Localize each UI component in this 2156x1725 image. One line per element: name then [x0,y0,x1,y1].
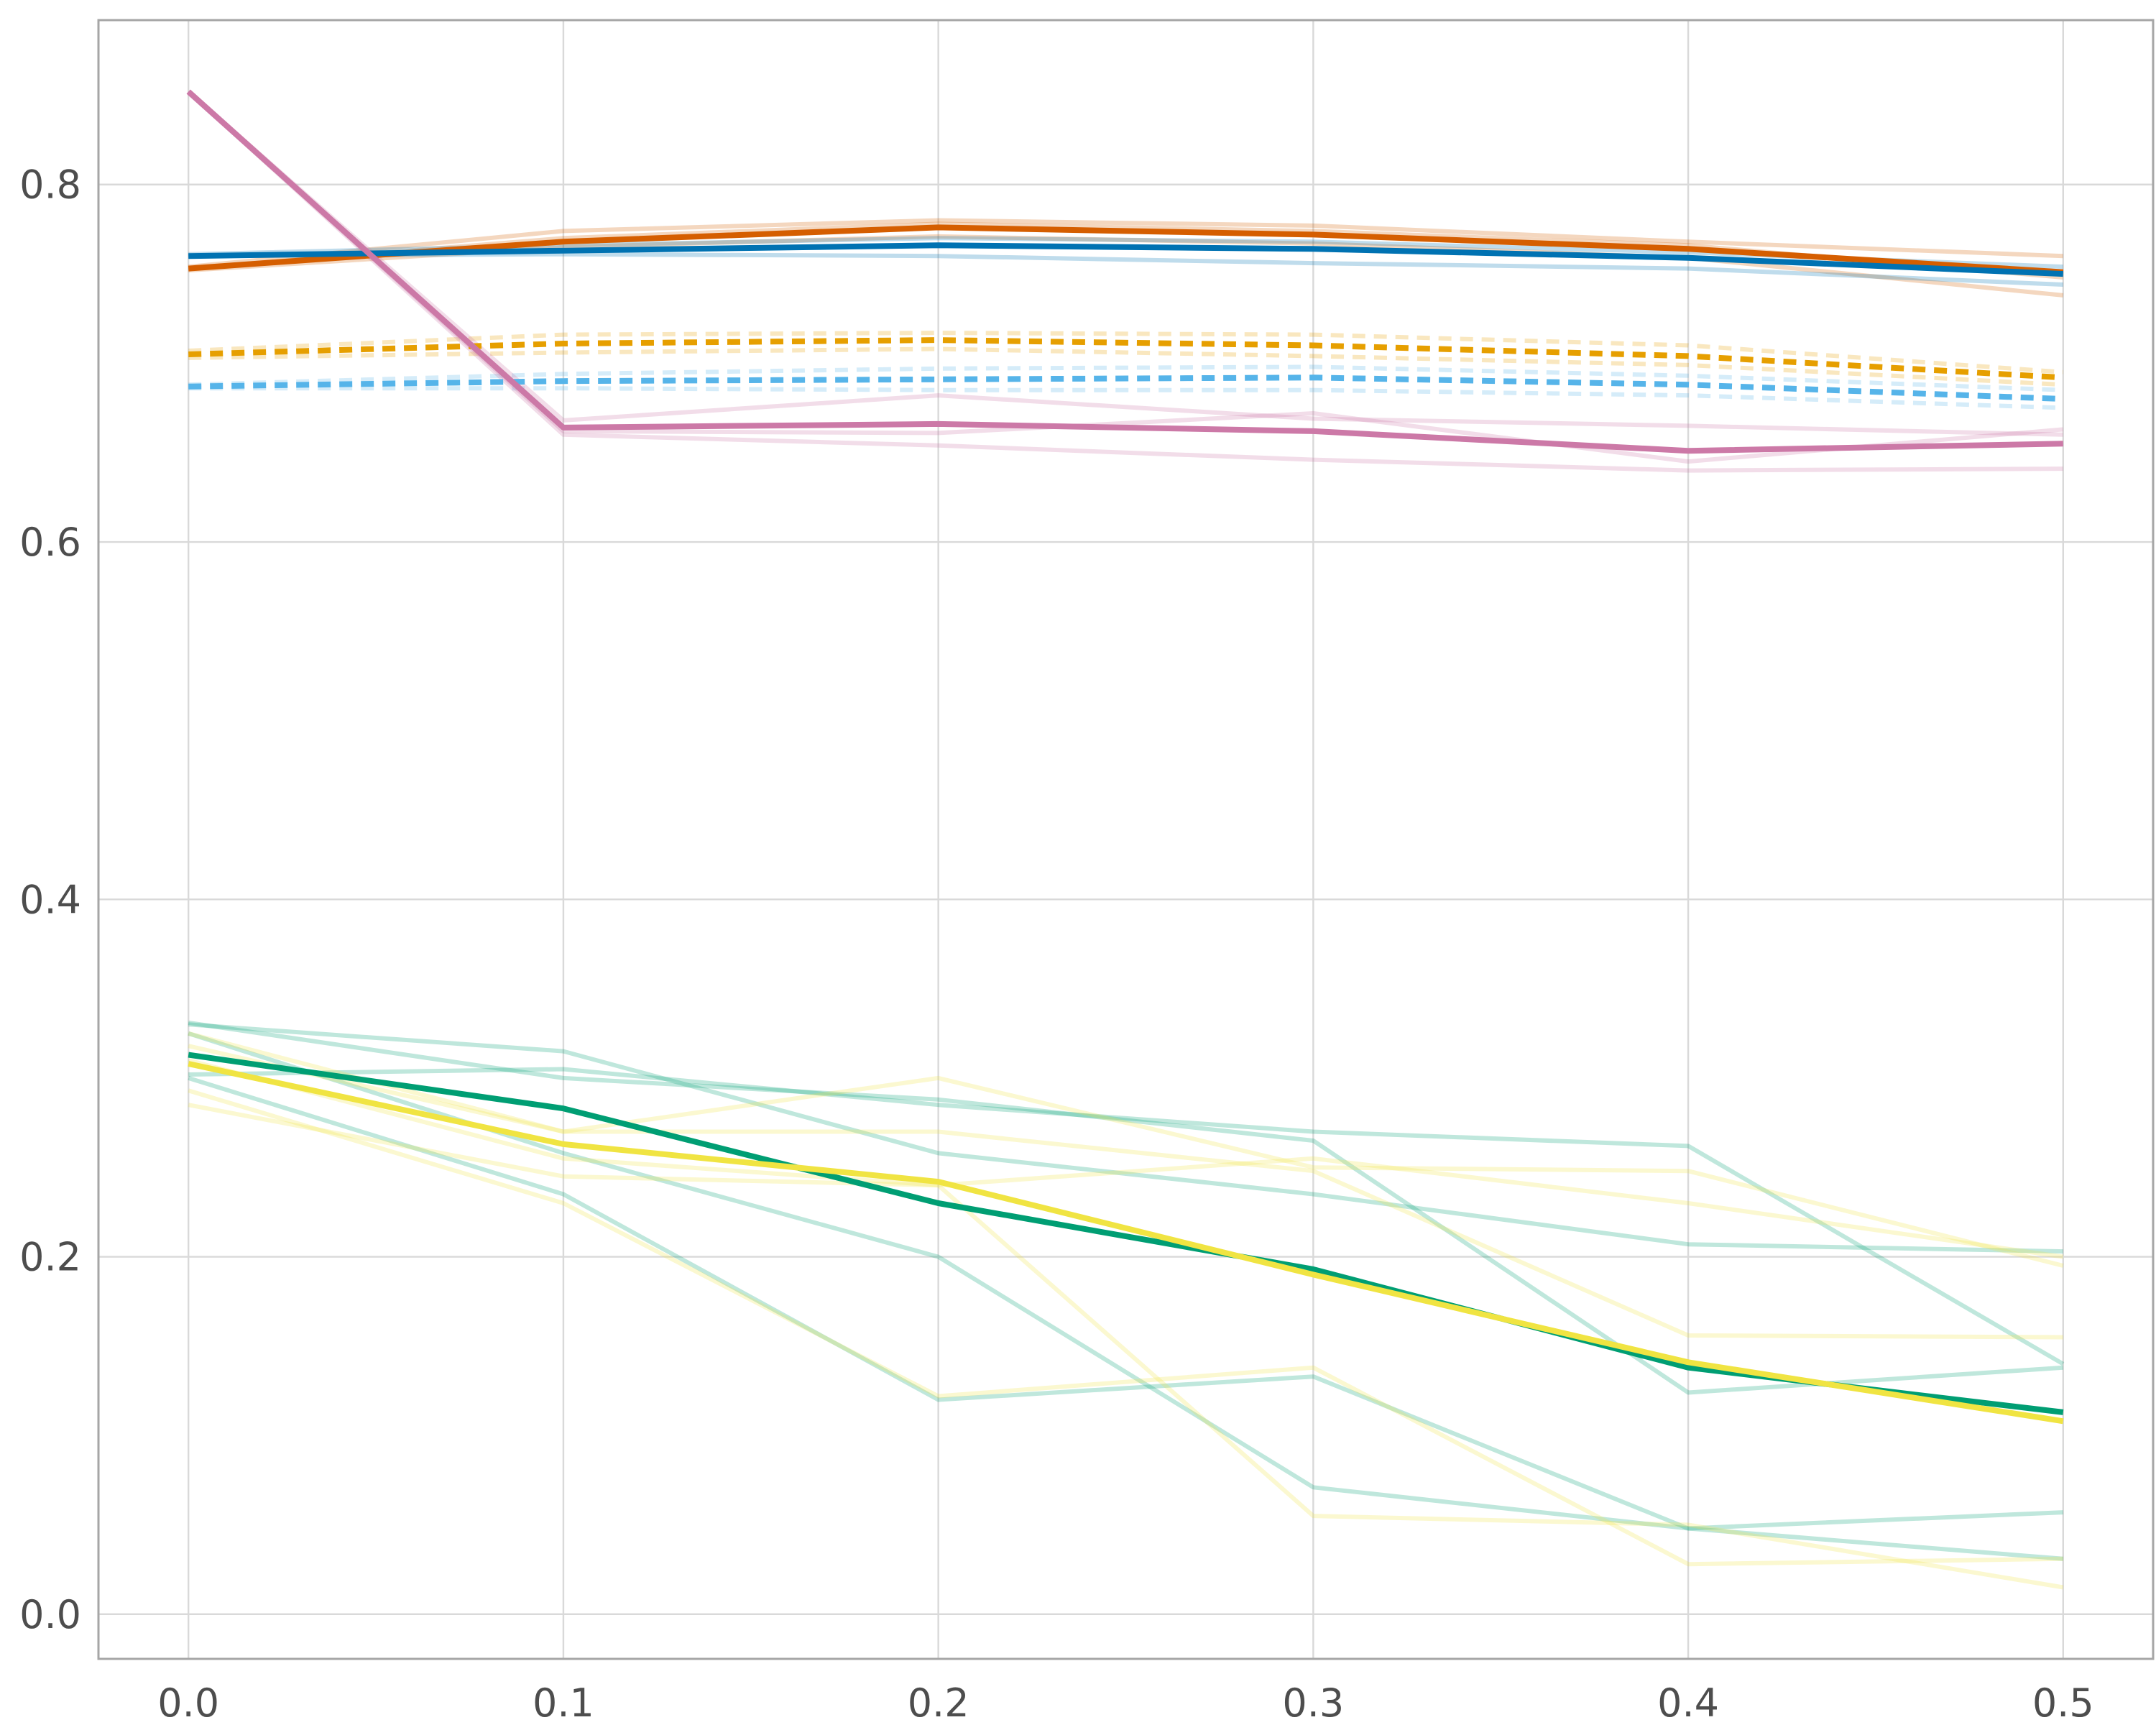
series-line-mean-13 [186,89,2063,454]
series-line-replicate-15 [187,90,2063,473]
series-line-replicate-9 [188,346,2063,387]
x-tick-label-2: 0.2 [908,1680,969,1725]
series-line-replicate-26 [188,1103,2064,1590]
y-tick-label-2: 0.4 [19,877,81,922]
series-line-replicate-22 [188,1020,2063,1395]
x-axis-tick-labels: 0.0 0.1 0.2 0.3 0.4 0.5 [157,1680,2093,1725]
series-line-replicate-24 [188,1031,2064,1268]
x-tick-label-0: 0.0 [157,1680,219,1725]
y-tick-label-1: 0.2 [19,1235,81,1280]
series-line-mean-10 [188,374,2063,402]
series-line-mean-4 [188,242,2063,277]
series-line-mean-0 [188,224,2064,275]
series-line-replicate-11 [188,364,2063,392]
y-tick-label-0: 0.0 [19,1592,81,1637]
series-line-replicate-20 [188,1076,2063,1531]
y-tick-label-3: 0.6 [19,520,81,565]
series-line-replicate-8 [188,331,2064,374]
series-line-replicate-25 [188,1088,2063,1567]
series-line-replicate-19 [188,1067,2065,1366]
y-axis-tick-labels: 0.0 0.2 0.4 0.6 0.8 [19,162,81,1637]
series-line-replicate-27 [188,1044,2063,1340]
series-line-replicate-12 [188,386,2063,410]
series-line-replicate-18 [188,1022,2063,1254]
series-line-replicate-14 [187,90,2063,437]
x-tick-label-5: 0.5 [2032,1680,2094,1725]
series-line-replicate-28 [188,1058,2064,1259]
x-tick-label-3: 0.3 [1282,1680,1344,1725]
series-line-replicate-5 [188,252,2063,287]
series-line-mean-23 [188,1061,2064,1425]
grid [98,20,2153,1659]
x-tick-label-4: 0.4 [1657,1680,1719,1725]
x-tick-label-1: 0.1 [533,1680,594,1725]
series-line-mean-7 [188,337,2064,381]
series-line-mean-17 [188,1052,2064,1415]
y-tick-label-4: 0.8 [19,162,81,208]
series-group [186,89,2065,1590]
plot-panel-border [97,19,2155,1660]
series-line-replicate-1 [188,218,2063,270]
